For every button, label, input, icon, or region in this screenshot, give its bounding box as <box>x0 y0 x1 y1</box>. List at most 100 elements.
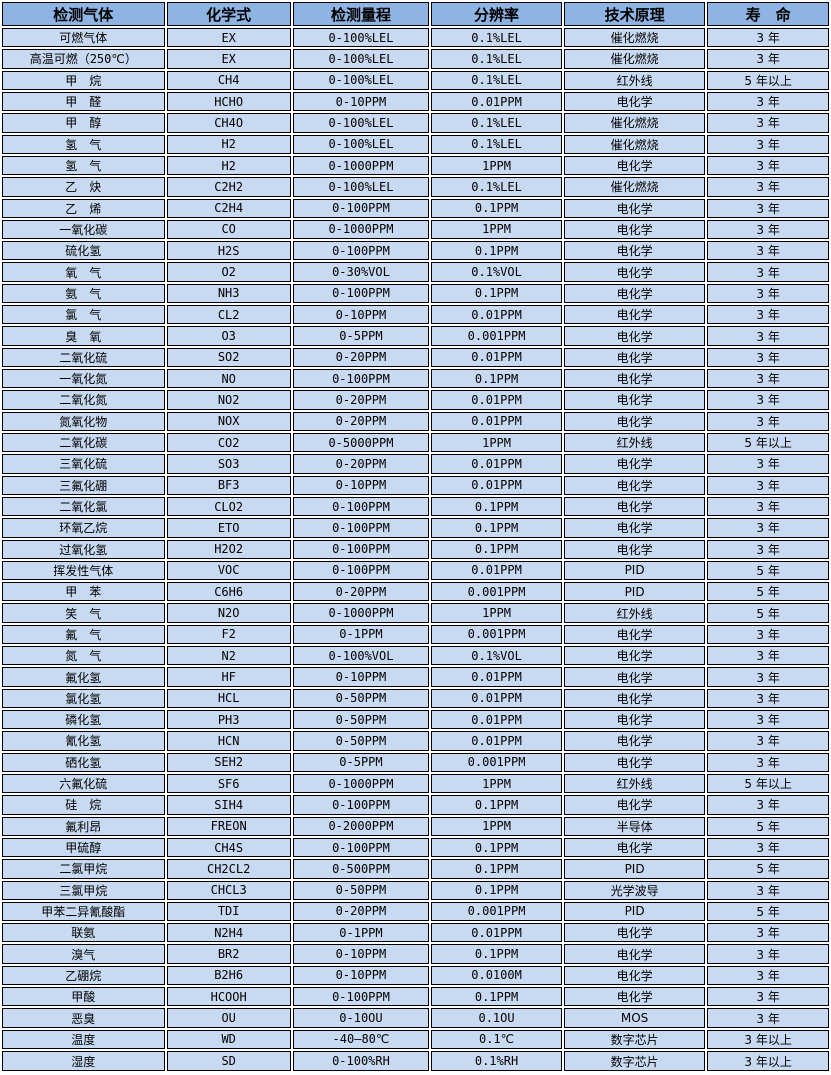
cell-range: 0-50PPM <box>292 880 430 900</box>
cell-range: 0-100PPM <box>292 283 430 304</box>
cell-gas-name: 挥发性气体 <box>2 560 165 581</box>
cell-resolution: 0.1%LEL <box>431 134 562 154</box>
cell-resolution: 0.01PPM <box>431 454 562 474</box>
cell-formula: FREON <box>166 816 291 836</box>
cell-gas-name: 氮氧化物 <box>2 411 165 431</box>
cell-resolution: 0.01PPM <box>431 923 562 943</box>
table-row: 三氟化硼 BF3 0-10PPM 0.01PPM 电化学 3 年 <box>2 475 829 495</box>
cell-gas-name: 二氧化碳 <box>2 432 165 453</box>
cell-lifespan: 3 年 <box>707 710 829 730</box>
cell-lifespan: 3 年 <box>707 369 829 389</box>
cell-principle: PID <box>563 582 706 602</box>
cell-formula: NO <box>166 369 291 389</box>
cell-resolution: 0.1OU <box>431 1008 562 1028</box>
cell-resolution: 1PPM <box>431 432 562 453</box>
cell-gas-name: 氟化氢 <box>2 667 165 687</box>
cell-gas-name: 氢 气 <box>2 155 165 176</box>
cell-principle: PID <box>563 901 706 922</box>
table-row: 硒化氢 SEH2 0-5PPM 0.001PPM 电化学 3 年 <box>2 752 829 772</box>
table-row: 甲 醇 CH4O 0-100%LEL 0.1%LEL 催化燃烧 3 年 <box>2 113 829 133</box>
cell-formula: HF <box>166 667 291 687</box>
cell-principle: 电化学 <box>563 241 706 261</box>
cell-lifespan: 5 年 <box>707 582 829 602</box>
cell-formula: CL2 <box>166 305 291 325</box>
cell-principle: 电化学 <box>563 262 706 282</box>
cell-lifespan: 5 年以上 <box>707 70 829 90</box>
cell-formula: EX <box>166 49 291 69</box>
table-row: 氯 气 CL2 0-10PPM 0.01PPM 电化学 3 年 <box>2 305 829 325</box>
cell-resolution: 0.01PPM <box>431 667 562 687</box>
cell-principle: 电化学 <box>563 390 706 410</box>
table-row: 一氧化碳 CO 0-1000PPM 1PPM 电化学 3 年 <box>2 219 829 240</box>
cell-principle: 电化学 <box>563 667 706 687</box>
cell-resolution: 0.1PPM <box>431 369 562 389</box>
cell-principle: 电化学 <box>563 837 706 858</box>
cell-principle: 电化学 <box>563 944 706 964</box>
cell-gas-name: 环氧乙烷 <box>2 518 165 538</box>
cell-formula: H2 <box>166 155 291 176</box>
cell-principle: 电化学 <box>563 347 706 367</box>
cell-formula: SO3 <box>166 454 291 474</box>
cell-gas-name: 一氧化碳 <box>2 219 165 240</box>
cell-range: 0-50PPM <box>292 710 430 730</box>
cell-principle: 电化学 <box>563 965 706 986</box>
cell-range: 0-50PPM <box>292 731 430 751</box>
table-row: 环氧乙烷 ETO 0-100PPM 0.1PPM 电化学 3 年 <box>2 518 829 538</box>
cell-range: 0-100PPM <box>292 539 430 559</box>
cell-gas-name: 湿度 <box>2 1051 165 1071</box>
table-row: 氢 气 H2 0-1000PPM 1PPM 电化学 3 年 <box>2 155 829 176</box>
table-row: 可燃气体 EX 0-100%LEL 0.1%LEL 催化燃烧 3 年 <box>2 28 829 48</box>
cell-range: 0-500PPM <box>292 859 430 879</box>
cell-range: 0-2000PPM <box>292 816 430 836</box>
cell-formula: F2 <box>166 624 291 645</box>
cell-formula: NO2 <box>166 390 291 410</box>
table-row: 二氧化氯 CLO2 0-100PPM 0.1PPM 电化学 3 年 <box>2 496 829 517</box>
cell-resolution: 0.01PPM <box>431 305 562 325</box>
cell-lifespan: 3 年 <box>707 688 829 708</box>
cell-resolution: 1PPM <box>431 816 562 836</box>
cell-resolution: 0.1PPM <box>431 880 562 900</box>
cell-principle: 电化学 <box>563 731 706 751</box>
cell-range: 0-20PPM <box>292 347 430 367</box>
cell-resolution: 0.1%RH <box>431 1051 562 1071</box>
table-row: 磷化氢 PH3 0-50PPM 0.01PPM 电化学 3 年 <box>2 710 829 730</box>
cell-gas-name: 二氧化氮 <box>2 390 165 410</box>
cell-gas-name: 笑 气 <box>2 603 165 623</box>
cell-lifespan: 3 年 <box>707 837 829 858</box>
cell-range: 0-5PPM <box>292 326 430 346</box>
cell-resolution: 0.001PPM <box>431 582 562 602</box>
cell-resolution: 0.1PPM <box>431 518 562 538</box>
cell-principle: 催化燃烧 <box>563 49 706 69</box>
column-header-principle: 技术原理 <box>563 2 706 26</box>
cell-range: 0-100PPM <box>292 837 430 858</box>
cell-resolution: 0.1℃ <box>431 1029 562 1049</box>
cell-range: 0-10PPM <box>292 305 430 325</box>
cell-resolution: 0.01PPM <box>431 731 562 751</box>
cell-gas-name: 氢 气 <box>2 134 165 154</box>
cell-resolution: 0.01PPM <box>431 347 562 367</box>
cell-gas-name: 过氧化氢 <box>2 539 165 559</box>
cell-formula: B2H6 <box>166 965 291 986</box>
cell-formula: CO <box>166 219 291 240</box>
cell-range: 0-100%LEL <box>292 177 430 197</box>
cell-principle: 电化学 <box>563 710 706 730</box>
table-row: 氢 气 H2 0-100%LEL 0.1%LEL 催化燃烧 3 年 <box>2 134 829 154</box>
cell-resolution: 0.1%LEL <box>431 177 562 197</box>
cell-resolution: 0.1PPM <box>431 859 562 879</box>
cell-gas-name: 氯 气 <box>2 305 165 325</box>
cell-resolution: 0.1%VOL <box>431 262 562 282</box>
cell-principle: 电化学 <box>563 454 706 474</box>
cell-lifespan: 3 年 <box>707 262 829 282</box>
cell-gas-name: 联氨 <box>2 923 165 943</box>
cell-formula: SIH4 <box>166 795 291 815</box>
cell-principle: 数字芯片 <box>563 1051 706 1071</box>
cell-lifespan: 5 年 <box>707 859 829 879</box>
cell-lifespan: 3 年 <box>707 91 829 112</box>
table-row: 二氧化氮 NO2 0-20PPM 0.01PPM 电化学 3 年 <box>2 390 829 410</box>
cell-resolution: 0.1PPM <box>431 837 562 858</box>
table-row: 氯化氢 HCL 0-50PPM 0.01PPM 电化学 3 年 <box>2 688 829 708</box>
cell-gas-name: 磷化氢 <box>2 710 165 730</box>
cell-gas-name: 一氧化氮 <box>2 369 165 389</box>
cell-range: 0-10OU <box>292 1008 430 1028</box>
table-row: 硫化氢 H2S 0-100PPM 0.1PPM 电化学 3 年 <box>2 241 829 261</box>
